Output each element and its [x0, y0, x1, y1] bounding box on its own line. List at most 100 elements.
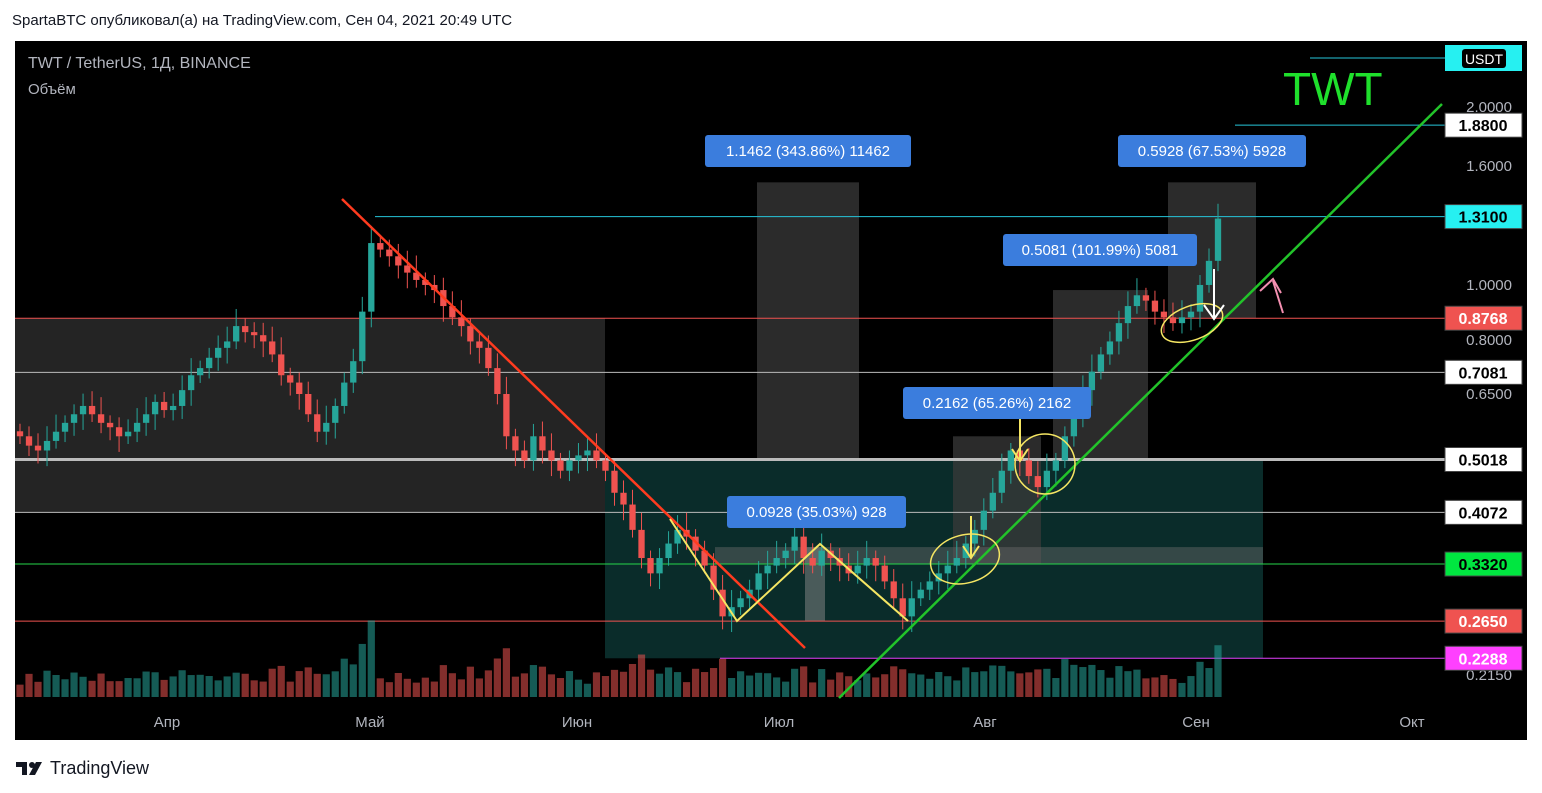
chart-panel[interactable]: TWT 2.4000 2.0000 1.6000 1.0000 0.8000 0.6500… [15, 41, 1527, 740]
candle-body [1160, 311, 1168, 318]
volume-bar [421, 677, 429, 697]
volume-bar [529, 665, 538, 697]
volume-bar [241, 673, 249, 697]
volume-bar [691, 668, 700, 697]
candle-body [97, 414, 105, 423]
volume-bar [709, 668, 718, 697]
candle-body [34, 445, 42, 451]
candle-body [665, 543, 672, 559]
symbol-title: TWT / TetherUS, 1Д, BINANCE [28, 55, 251, 72]
annotation-title: TWT [1283, 63, 1383, 115]
volume-bar [484, 670, 492, 697]
candle-body [79, 405, 87, 415]
candle-body [296, 382, 303, 394]
volume-bar [232, 672, 240, 697]
y-tick-label: 1.6000 [1466, 158, 1512, 175]
volume-bar [547, 674, 556, 697]
measure-label: 0.0928 (35.03%) 928 [746, 504, 886, 521]
candle-body [602, 460, 609, 471]
volume-bar [250, 680, 258, 697]
downtrend-line [341, 198, 806, 649]
volume-bar [493, 658, 502, 697]
candle-body [1052, 460, 1060, 471]
volume-bar [1043, 668, 1051, 697]
volume-bar [205, 676, 213, 697]
volume-bar [376, 678, 384, 697]
price-badge-value: 1.8800 [1459, 118, 1508, 135]
arrow-down-icon [1203, 269, 1225, 321]
volume-bar [682, 682, 691, 697]
candle-body [953, 558, 960, 566]
price-badge-value: 0.2650 [1459, 614, 1508, 631]
volume-bar [574, 679, 583, 697]
volume-bar [655, 673, 664, 697]
candle-body [935, 573, 942, 582]
volume-bar [1214, 645, 1222, 697]
candle-body [908, 598, 915, 617]
candle-body [809, 558, 816, 566]
candle-body [305, 394, 312, 415]
volume-bar [268, 668, 276, 697]
x-tick-label: Апр [154, 714, 180, 731]
candle-body [782, 550, 789, 559]
candle-body [611, 470, 618, 493]
volume-bar [1205, 668, 1213, 697]
candle-body [1205, 260, 1213, 285]
candle-body [854, 565, 861, 574]
volume-bar [196, 674, 204, 697]
candle-body [413, 272, 420, 280]
volume-bar [259, 681, 267, 697]
candle-body [260, 335, 267, 342]
volume-bar [881, 674, 889, 697]
volume-bar [565, 671, 574, 697]
volume-bar [998, 665, 1006, 697]
volume-bar [917, 674, 925, 697]
volume-bar [610, 669, 619, 697]
measure-label: 0.5928 (67.53%) 5928 [1138, 143, 1286, 160]
volume-bar [142, 671, 150, 697]
highlight-circle-3 [1160, 302, 1224, 344]
candle-body [521, 450, 528, 461]
volume-bar [403, 678, 411, 697]
volume-bar [448, 673, 456, 697]
volume-bar [1142, 678, 1150, 697]
volume-bar [1034, 669, 1042, 697]
price-chart[interactable]: TWT 2.4000 2.0000 1.6000 1.0000 0.8000 0.6500… [15, 41, 1527, 740]
highlight-circle-1 [929, 533, 1001, 585]
volume-bar [899, 669, 907, 697]
volume-bar [394, 672, 402, 697]
candle-body [539, 436, 546, 451]
price-badge-value: 1.3100 [1459, 210, 1508, 227]
candle-body [917, 589, 924, 599]
candle-body [206, 357, 213, 369]
volume-bar [1007, 671, 1015, 697]
y-tick-label: 0.6500 [1466, 386, 1512, 403]
volume-bar [1088, 664, 1096, 697]
volume-bar [1097, 670, 1105, 697]
measure-box-5 [715, 547, 1263, 565]
volume-bar [583, 683, 592, 697]
candle-body [503, 394, 510, 437]
measure-box-6 [805, 547, 825, 622]
volume-bar [890, 666, 898, 697]
volume-bar [385, 682, 393, 697]
volume-bar [962, 667, 970, 697]
volume-bar [1070, 664, 1078, 697]
candle-body [70, 414, 78, 423]
candle-body [971, 529, 978, 544]
volume-bar [502, 648, 511, 697]
volume-bar [97, 673, 105, 697]
candle-body [773, 558, 780, 566]
candle-body [25, 436, 33, 446]
candle-body [215, 347, 222, 358]
price-badge [1444, 204, 1523, 230]
volume-bar [358, 643, 366, 697]
price-badge [1444, 305, 1523, 331]
price-badge-value: 0.7081 [1459, 365, 1508, 382]
volume-bar [277, 665, 285, 697]
volume-bar [79, 676, 87, 697]
volume-bar [169, 676, 177, 697]
volume-bar [872, 677, 880, 697]
candle-body [224, 341, 231, 348]
x-tick-label: Май [355, 714, 384, 731]
